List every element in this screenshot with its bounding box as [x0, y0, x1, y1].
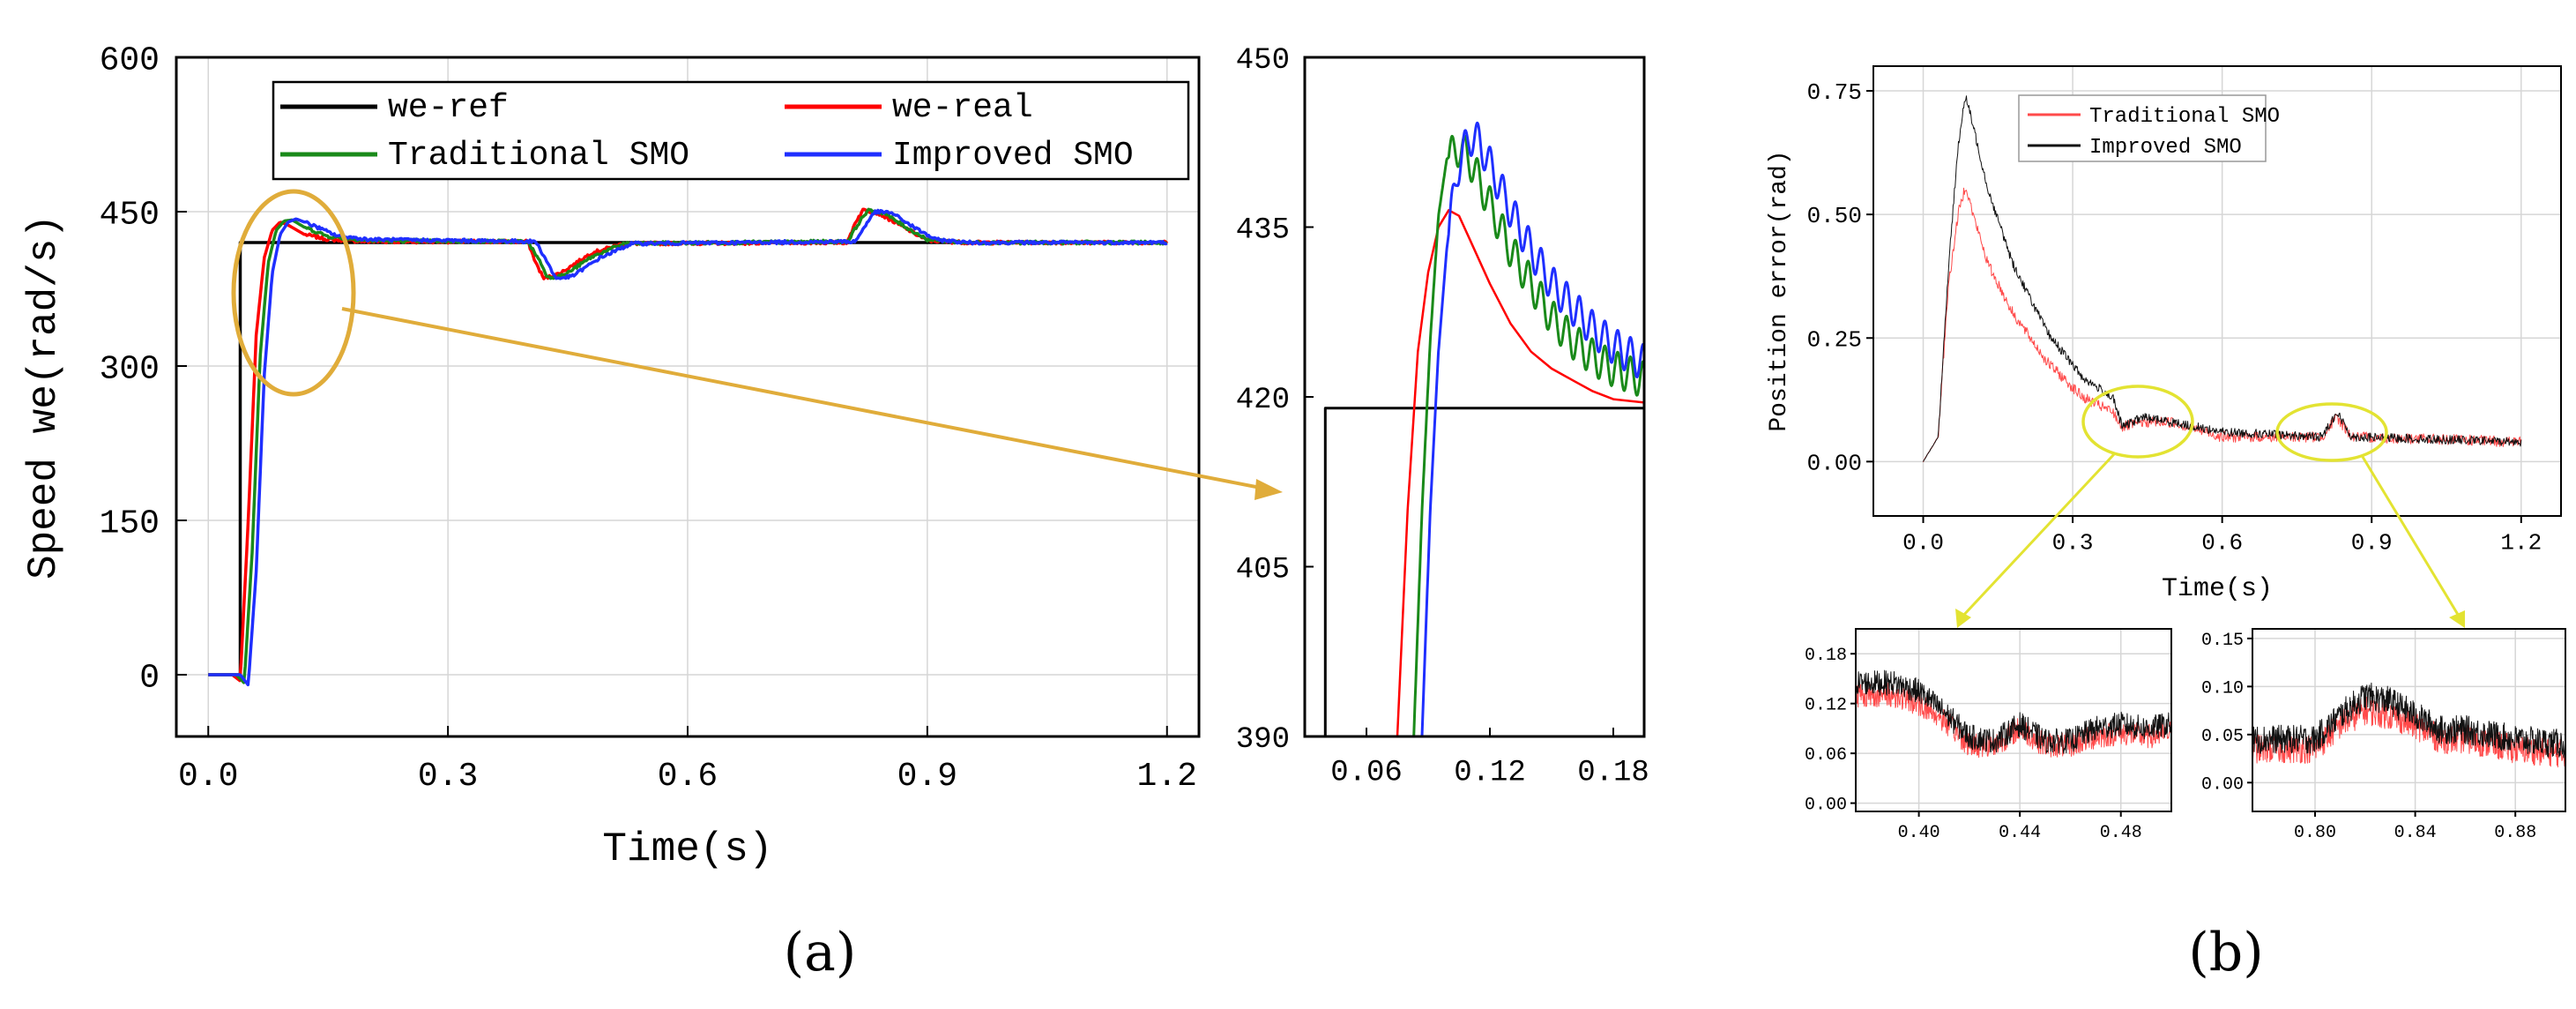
legend-b-label-traditional-smo: Traditional SMO — [2089, 105, 2280, 129]
y-axis-label: Speed we(rad/s) — [21, 214, 67, 579]
b_zoom1-ytick-label-0: 0.00 — [1805, 796, 1847, 816]
b_zoom1-xtick-label-0: 0.40 — [1898, 823, 1940, 843]
a_main-ytick-label-1: 150 — [100, 504, 160, 542]
caption-a: (a) — [784, 922, 857, 983]
a_zoom-ytick-label-4: 450 — [1236, 44, 1290, 78]
b_zoom2-xtick-label-2: 0.88 — [2494, 823, 2536, 843]
caption-b: (b) — [2188, 922, 2263, 983]
legend-label-we-real: we-real — [892, 89, 1033, 127]
b_main-ytick-label-1: 0.25 — [1807, 326, 1862, 353]
b_main-series-improved-smo — [1923, 95, 2522, 462]
b_main-xtick-label-3: 0.9 — [2351, 530, 2393, 557]
zoom-arrow — [341, 307, 1270, 491]
b_zoom1-xtick-label-1: 0.44 — [1999, 823, 2041, 843]
zoom-arrow-1 — [1960, 452, 2116, 619]
a_zoom-ytick-label-0: 390 — [1236, 723, 1290, 757]
zoom-arrow-2 — [2361, 456, 2461, 618]
b_zoom2-xtick-label-0: 0.80 — [2294, 823, 2336, 843]
legend-label-we-ref: we-ref — [388, 89, 509, 127]
b_main-ytick-label-2: 0.50 — [1807, 203, 1862, 229]
a_zoom-xtick-label-0: 0.06 — [1330, 756, 1403, 789]
zoom-arrow-head-2 — [2449, 610, 2465, 628]
b_main-ytick-label-0: 0.00 — [1807, 450, 1862, 476]
zoom-arrow-head — [1254, 479, 1283, 500]
legend: we-ref we-real Traditional SMO Improved … — [272, 80, 1190, 181]
a_main-series-improved-smo — [208, 208, 1168, 687]
a_zoom-ytick-label-1: 405 — [1236, 553, 1290, 587]
panel-b-zoom1-chart: 0.40 0.44 0.48 0.00 0.06 0.12 0.18 — [1805, 628, 2172, 843]
legend-label-traditional-smo: Traditional SMO — [388, 137, 689, 175]
zoom-highlight-ellipse-1 — [2081, 385, 2194, 459]
a_zoom-series-we-ref — [1323, 407, 1644, 736]
panel-a-zoom-chart: 0.06 0.12 0.18 390 405 420 435 450 — [1236, 44, 1649, 789]
a_main-xtick-label-0: 0.0 — [178, 758, 238, 796]
a_zoom-xtick-label-2: 0.18 — [1577, 756, 1649, 789]
b_zoom1-ytick-label-1: 0.06 — [1805, 745, 1847, 766]
a_zoom-series-traditional-smo — [1412, 134, 1644, 736]
b_main-xtick-label-0: 0.0 — [1902, 530, 1944, 557]
b_zoom2-ytick-label-3: 0.15 — [2201, 631, 2244, 651]
a_zoom-series-improved-smo — [1420, 121, 1644, 736]
b_zoom2-ytick-label-0: 0.00 — [2201, 774, 2244, 795]
x-axis-label: Time(s) — [602, 826, 772, 872]
a_zoom-xtick-label-1: 0.12 — [1454, 756, 1526, 789]
zoom-highlight-ellipse-2 — [2275, 402, 2388, 462]
legend-b-label-improved-smo: Improved SMO — [2089, 136, 2242, 160]
panel-a-main-chart: 0.0 0.3 0.6 0.9 1.2 0 150 300 450 600 we-ref we-r… — [21, 41, 1283, 872]
b_zoom1-xtick-label-2: 0.48 — [2100, 823, 2142, 843]
a_main-xtick-label-2: 0.6 — [658, 758, 718, 796]
a_zoom-ytick-label-2: 420 — [1236, 384, 1290, 417]
zoom-highlight-ellipse — [231, 189, 356, 397]
legend-label-improved-smo: Improved SMO — [892, 137, 1134, 175]
b_zoom2-series-improved-smo — [2252, 682, 2565, 759]
b_main-xtick-label-2: 0.6 — [2201, 530, 2243, 557]
b_main-xtick-label-4: 1.2 — [2500, 530, 2542, 557]
b_main-ytick-label-3: 0.75 — [1807, 79, 1862, 106]
x-axis-label-b: Time(s) — [2162, 574, 2273, 604]
b_zoom2-ytick-label-2: 0.10 — [2201, 678, 2244, 699]
a_zoom-ytick-label-3: 435 — [1236, 213, 1290, 247]
a_zoom-series-we-real — [1396, 209, 1644, 736]
a_main-xtick-label-4: 1.2 — [1137, 758, 1197, 796]
a_main-xtick-label-3: 0.9 — [897, 758, 957, 796]
b_zoom2-xtick-label-1: 0.84 — [2394, 823, 2437, 843]
panel-b-main-chart: 0.0 0.3 0.6 0.9 1.2 0.00 0.25 0.50 0.75 Traditio… — [1766, 65, 2562, 628]
b_zoom1-ytick-label-3: 0.18 — [1805, 646, 1847, 666]
b_main-series-traditional-smo — [1923, 187, 2522, 463]
a_main-ytick-label-2: 300 — [100, 350, 160, 388]
a_main-xtick-label-1: 0.3 — [418, 758, 478, 796]
panel-b-zoom2-chart: 0.80 0.84 0.88 0.00 0.05 0.10 0.15 — [2201, 628, 2566, 843]
b_zoom1-series-improved-smo — [1856, 669, 2171, 754]
a_main-ytick-label-4: 600 — [100, 41, 160, 79]
b_zoom2-ytick-label-1: 0.05 — [2201, 727, 2244, 747]
a_main-ytick-label-3: 450 — [100, 196, 160, 234]
b_zoom1-ytick-label-2: 0.12 — [1805, 696, 1847, 716]
zoom-arrow-head-1 — [1955, 609, 1971, 628]
legend-b: Traditional SMO Improved SMO — [2018, 94, 2280, 162]
b_main-xtick-label-1: 0.3 — [2052, 530, 2094, 557]
a_main-ytick-label-0: 0 — [139, 659, 160, 697]
y-axis-label-b: Position error(rad) — [1766, 150, 1793, 431]
